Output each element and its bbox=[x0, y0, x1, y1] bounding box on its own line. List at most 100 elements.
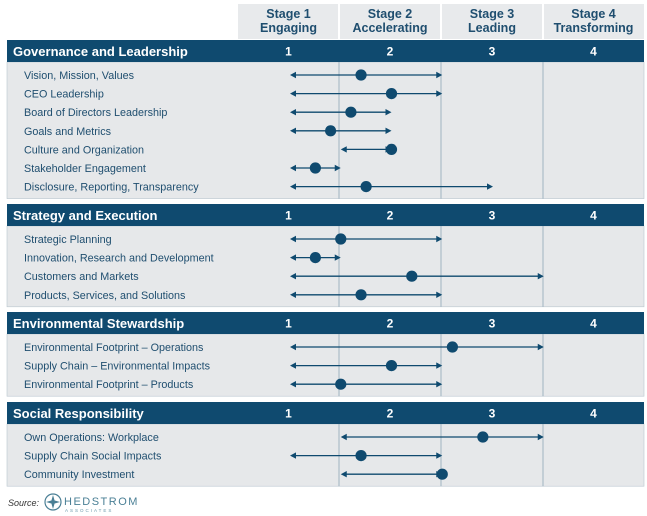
section-stage-number: 2 bbox=[387, 45, 394, 59]
section-stage-number: 4 bbox=[590, 45, 597, 59]
range-arrow-right bbox=[436, 90, 443, 97]
row-label: Culture and Organization bbox=[24, 144, 144, 156]
range-arrow-right bbox=[487, 183, 493, 190]
section-stage-number: 1 bbox=[285, 317, 292, 331]
data-point bbox=[446, 341, 458, 353]
section-stage-number: 1 bbox=[285, 407, 292, 421]
row-label: Innovation, Research and Development bbox=[24, 253, 214, 265]
range-arrow-right bbox=[436, 291, 443, 298]
row-label: Community Investment bbox=[24, 469, 134, 481]
section-stage-number: 2 bbox=[387, 317, 394, 331]
range-marker bbox=[290, 289, 443, 301]
section-stage-number: 4 bbox=[590, 317, 597, 331]
row-label: Environmental Footprint – Products bbox=[24, 379, 194, 391]
range-marker bbox=[290, 450, 443, 462]
marks-layer bbox=[290, 69, 544, 480]
stage-header-line1: Stage 2 bbox=[368, 7, 413, 21]
row-label: Own Operations: Workplace bbox=[24, 432, 159, 444]
range-arrow-right bbox=[537, 343, 544, 351]
range-marker bbox=[290, 341, 544, 353]
section-title: Social Responsibility bbox=[13, 406, 145, 421]
range-arrow-right bbox=[436, 235, 443, 243]
section-title: Environmental Stewardship bbox=[13, 316, 184, 331]
row-label: Products, Services, and Solutions bbox=[24, 290, 186, 302]
stage-header-line1: Stage 4 bbox=[571, 7, 616, 21]
data-point bbox=[385, 143, 398, 155]
row-label: Strategic Planning bbox=[24, 234, 112, 246]
section-stage-number: 3 bbox=[489, 407, 496, 421]
range-marker bbox=[290, 360, 443, 372]
data-point bbox=[309, 162, 321, 174]
section-title: Governance and Leadership bbox=[13, 44, 188, 59]
range-arrow-right bbox=[436, 71, 443, 79]
data-point bbox=[335, 378, 347, 390]
data-point bbox=[309, 252, 321, 264]
data-point bbox=[355, 289, 367, 301]
section-stage-number: 3 bbox=[489, 45, 496, 59]
range-arrow-left bbox=[290, 273, 296, 280]
range-arrow-left bbox=[340, 146, 347, 153]
stage-header-line2: Transforming bbox=[554, 21, 634, 35]
section-title: Strategy and Execution bbox=[13, 208, 158, 223]
row-label: Goals and Metrics bbox=[24, 126, 112, 138]
logo-subtitle: ASSOCIATES bbox=[65, 508, 113, 513]
section-stage-number: 1 bbox=[285, 209, 292, 223]
logo-star-icon bbox=[46, 495, 60, 509]
section-stage-number: 3 bbox=[489, 209, 496, 223]
section-header-bar bbox=[7, 204, 644, 226]
range-arrow-left bbox=[290, 71, 296, 79]
logo-compass-icon bbox=[44, 493, 62, 511]
row-label: Environmental Footprint – Operations bbox=[24, 342, 204, 354]
data-point bbox=[385, 360, 398, 372]
data-point bbox=[335, 233, 347, 245]
data-point bbox=[406, 270, 418, 282]
data-point bbox=[360, 181, 372, 193]
stage-header-line2: Accelerating bbox=[352, 21, 427, 35]
range-marker bbox=[290, 378, 443, 390]
section-stage-number: 2 bbox=[387, 209, 394, 223]
range-arrow-left bbox=[340, 433, 347, 441]
range-arrow-right bbox=[385, 127, 392, 134]
range-marker bbox=[290, 125, 392, 137]
data-point bbox=[355, 69, 367, 81]
range-arrow-left bbox=[340, 471, 347, 478]
range-arrow-left bbox=[290, 381, 296, 388]
data-point bbox=[355, 450, 367, 462]
range-arrow-left bbox=[290, 127, 296, 134]
data-point bbox=[477, 431, 489, 443]
range-arrow-left bbox=[290, 183, 296, 190]
range-marker bbox=[340, 468, 448, 480]
range-arrow-left bbox=[290, 235, 296, 243]
row-label: Supply Chain Social Impacts bbox=[24, 451, 162, 463]
range-arrow-right bbox=[334, 164, 341, 172]
stage-header-line1: Stage 3 bbox=[470, 7, 515, 21]
range-arrow-right bbox=[436, 362, 443, 369]
range-marker bbox=[290, 181, 493, 193]
row-label: Vision, Mission, Values bbox=[24, 70, 135, 82]
section-header-bar bbox=[7, 312, 644, 334]
range-arrow-left bbox=[290, 254, 296, 261]
section-header-bar bbox=[7, 40, 644, 62]
range-arrow-right bbox=[436, 381, 443, 388]
range-arrow-left bbox=[290, 164, 296, 172]
range-marker bbox=[290, 162, 341, 174]
range-arrow-left bbox=[290, 452, 296, 459]
range-arrow-left bbox=[290, 109, 296, 116]
range-arrow-left bbox=[290, 90, 296, 97]
range-arrow-right bbox=[385, 109, 392, 116]
range-marker bbox=[290, 88, 443, 100]
range-arrow-right bbox=[436, 452, 443, 459]
data-point bbox=[325, 125, 337, 137]
section-stage-number: 2 bbox=[387, 407, 394, 421]
row-label: Board of Directors Leadership bbox=[24, 107, 167, 119]
range-arrow-left bbox=[290, 343, 296, 351]
row-label: Stakeholder Engagement bbox=[24, 163, 146, 175]
section-stage-number: 4 bbox=[590, 407, 597, 421]
logo-name: HEDSTROM bbox=[64, 496, 139, 508]
section-stage-number: 1 bbox=[285, 45, 292, 59]
range-marker bbox=[290, 233, 443, 245]
section-header-bar bbox=[7, 402, 644, 424]
